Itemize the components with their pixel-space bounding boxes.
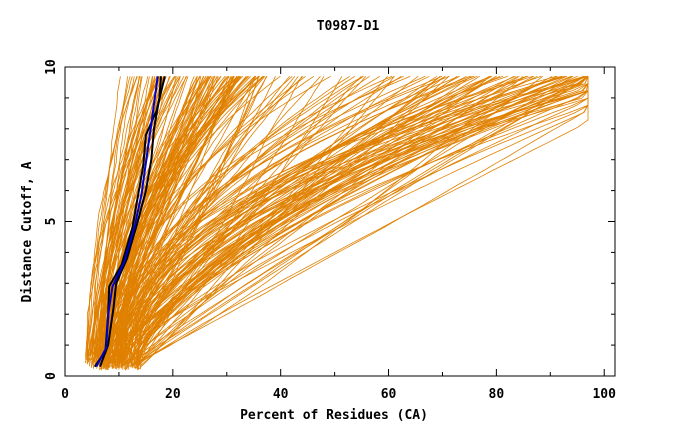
x-axis: 0 20 40 60 80 100	[61, 67, 616, 402]
background-series-line	[134, 76, 589, 368]
background-series-line	[137, 76, 589, 365]
background-series-line	[113, 76, 589, 364]
background-series-line	[113, 75, 589, 365]
background-series-line	[134, 75, 520, 369]
background-series-line	[99, 75, 535, 371]
background-series-line	[99, 75, 553, 366]
background-series-line	[107, 76, 589, 369]
highlight-layer	[93, 76, 166, 368]
background-series-line	[125, 76, 589, 369]
background-series-line	[91, 76, 133, 362]
y-axis: 0 5 10	[44, 59, 615, 380]
background-series-line	[137, 76, 589, 370]
background-series-line	[93, 76, 188, 369]
background-series-line	[132, 75, 589, 366]
series-layer	[84, 75, 589, 371]
x-axis-label: Percent of Residues (CA)	[240, 408, 428, 423]
background-series-line	[96, 76, 265, 361]
highlight-series-line	[99, 76, 162, 368]
background-series-line	[137, 76, 589, 366]
background-series-line	[135, 76, 589, 369]
background-series-line	[118, 75, 492, 369]
background-series-line	[87, 76, 177, 362]
background-series-line	[119, 76, 589, 365]
y-tick-label: 0	[44, 372, 59, 380]
background-series-line	[123, 76, 589, 367]
background-series-line	[86, 76, 185, 360]
background-series-line	[106, 75, 534, 368]
x-tick-label: 40	[273, 387, 289, 402]
x-tick-label: 20	[165, 387, 181, 402]
chart-title: T0987-D1	[317, 19, 380, 34]
background-series-line	[128, 75, 589, 366]
x-tick-label: 0	[61, 387, 69, 402]
background-series-line	[130, 75, 475, 365]
background-series-line	[120, 76, 250, 367]
background-series-line	[136, 76, 450, 366]
y-tick-label: 10	[44, 59, 59, 75]
background-series-line	[97, 76, 589, 367]
background-series-line	[133, 75, 565, 364]
background-series-line	[133, 75, 404, 368]
highlight-series-line	[95, 76, 159, 368]
background-series-line	[113, 75, 562, 366]
background-series-line	[115, 76, 589, 369]
background-series-line	[137, 76, 388, 371]
background-series-line	[120, 75, 585, 368]
background-series-line	[103, 75, 589, 365]
background-series-line	[102, 76, 589, 366]
background-series-line	[102, 75, 450, 369]
background-series-line	[137, 75, 508, 363]
background-series-line	[109, 76, 240, 363]
x-tick-label: 80	[489, 387, 505, 402]
background-series-line	[121, 75, 589, 369]
y-tick-label: 5	[44, 218, 59, 226]
background-series-line	[122, 76, 589, 365]
y-axis-label: Distance Cutoff, A	[20, 161, 35, 302]
background-series-line	[107, 75, 426, 369]
background-series-line	[100, 76, 234, 366]
background-series-line	[105, 76, 589, 367]
background-series-line	[106, 76, 589, 370]
x-tick-label: 100	[592, 387, 616, 402]
background-series-line	[134, 76, 589, 365]
x-tick-label: 60	[381, 387, 397, 402]
